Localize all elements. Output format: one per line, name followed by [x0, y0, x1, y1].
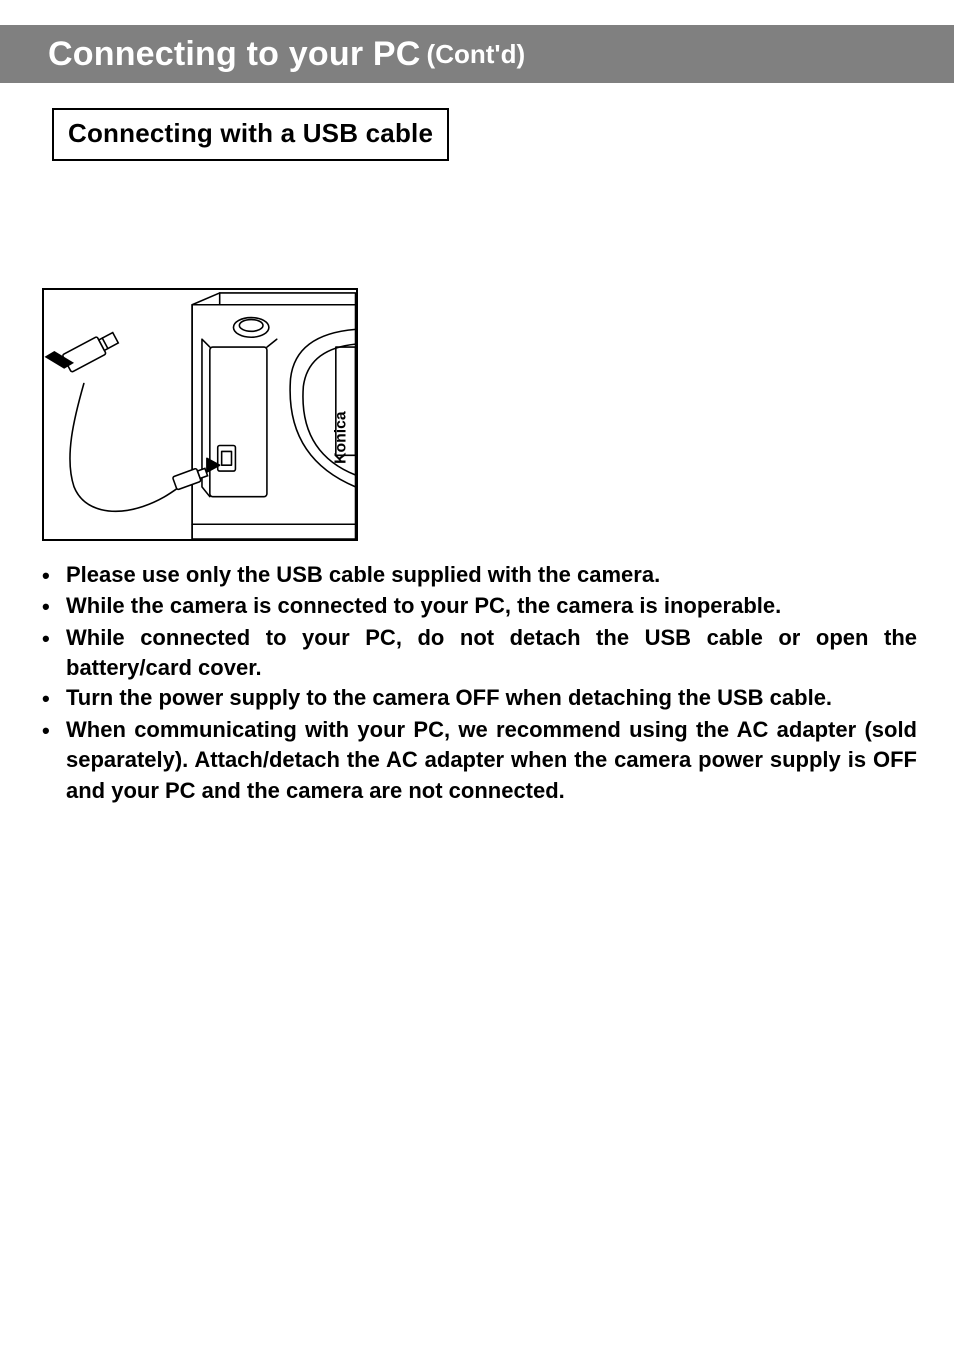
bullet-marker: •: [42, 560, 66, 591]
section-heading-box: Connecting with a USB cable: [52, 108, 449, 161]
bullet-marker: •: [42, 591, 66, 622]
page-header-bar: Connecting to your PC (Cont'd): [0, 25, 954, 83]
bullet-text: While connected to your PC, do not detac…: [66, 623, 917, 684]
bullet-item: • While connected to your PC, do not det…: [42, 623, 917, 684]
manual-page: Connecting to your PC (Cont'd) Connectin…: [0, 0, 954, 1345]
bullet-item: • Please use only the USB cable supplied…: [42, 560, 917, 591]
bullet-item: • Turn the power supply to the camera OF…: [42, 683, 917, 714]
bullet-list: • Please use only the USB cable supplied…: [42, 560, 917, 806]
bullet-text: Please use only the USB cable supplied w…: [66, 560, 917, 590]
brand-text: Konica: [333, 411, 350, 464]
section-title: Connecting with a USB cable: [68, 118, 433, 148]
bullet-item: • When communicating with your PC, we re…: [42, 715, 917, 806]
illustration-frame: Konica: [42, 288, 358, 541]
bullet-marker: •: [42, 623, 66, 654]
bullet-text: When communicating with your PC, we reco…: [66, 715, 917, 806]
camera-usb-illustration: Konica: [44, 290, 356, 539]
bullet-item: • While the camera is connected to your …: [42, 591, 917, 622]
bullet-text: While the camera is connected to your PC…: [66, 591, 917, 621]
bullet-text: Turn the power supply to the camera OFF …: [66, 683, 917, 713]
page-title-main: Connecting to your PC: [48, 35, 421, 74]
page-title-suffix: (Cont'd): [427, 39, 526, 70]
bullet-marker: •: [42, 715, 66, 746]
bullet-marker: •: [42, 683, 66, 714]
